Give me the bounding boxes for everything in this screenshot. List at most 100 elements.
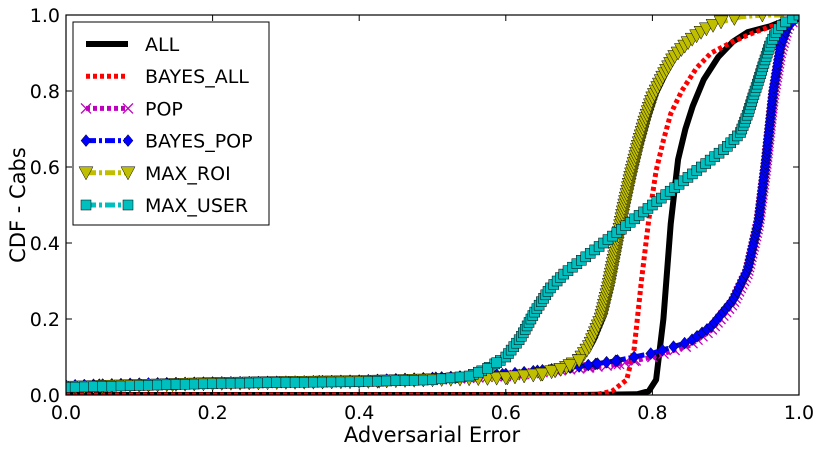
data-point: [454, 371, 466, 383]
x-tick-label: 0.2: [197, 402, 227, 424]
legend-label: BAYES_ALL: [145, 66, 249, 88]
data-point: [179, 379, 191, 390]
data-point: [317, 376, 328, 388]
legend-item: BAYES_ALL: [86, 66, 249, 88]
data-point: [79, 381, 90, 393]
series-max-user: [66, 15, 799, 393]
data-point: [418, 374, 429, 386]
data-point: [326, 376, 337, 388]
data-point: [97, 381, 108, 392]
data-point: [610, 354, 622, 368]
data-point: [535, 367, 550, 382]
data-point: [705, 19, 721, 33]
legend-item: MAX_ROI: [78, 163, 231, 185]
data-point: [427, 374, 438, 386]
x-axis-title: Adversarial Error: [344, 423, 521, 447]
legend-marker: [80, 199, 92, 211]
data-point: [668, 340, 679, 354]
legend: ALL BAYES_ALL POP BAYES_POP MAX_ROI MAX_USER: [72, 21, 270, 226]
series-line: [66, 15, 799, 395]
data-point: [298, 377, 310, 388]
legend-item: POP: [80, 98, 183, 120]
data-point: [463, 370, 475, 382]
data-point: [115, 380, 127, 392]
data-point: [645, 347, 657, 360]
series-layer: [66, 15, 799, 395]
data-point: [106, 380, 118, 392]
plot-frame: [65, 14, 800, 396]
y-tick-label: 0.6: [30, 157, 60, 179]
data-point: [489, 371, 505, 386]
data-point: [308, 376, 319, 388]
data-point: [491, 357, 502, 368]
tick-labels: 0.0 0.2 0.4 0.6 0.8 1.0 0.0 0.2 0.4 0.6 0.8 1.0: [30, 5, 814, 424]
data-point: [344, 376, 356, 388]
data-point: [170, 379, 182, 390]
data-point: [728, 15, 741, 26]
data-point: [793, 15, 799, 21]
data-point: [244, 377, 255, 389]
data-point: [498, 371, 514, 386]
legend-marker: [122, 102, 134, 114]
data-point: [525, 368, 541, 383]
legend-label: MAX_ROI: [145, 163, 231, 185]
data-point: [234, 377, 246, 389]
data-point: [363, 376, 374, 387]
legend-item: MAX_USER: [80, 195, 248, 217]
data-point: [592, 357, 603, 371]
data-point: [445, 372, 457, 384]
data-point: [189, 378, 200, 390]
data-point: [280, 377, 292, 388]
legend-box: [72, 21, 270, 226]
legend-marker: [78, 166, 94, 181]
series-all: [66, 15, 799, 395]
x-tick-label: 0.6: [491, 402, 521, 424]
y-axis-title: CDF - Cabs: [6, 147, 30, 263]
data-point: [207, 378, 218, 389]
legend-item: ALL: [86, 34, 180, 56]
legend-label: POP: [145, 98, 183, 120]
data-point: [544, 365, 560, 380]
y-tick-label: 1.0: [30, 5, 60, 27]
legend-marker: [80, 134, 92, 147]
data-point: [216, 378, 228, 389]
data-point: [198, 378, 209, 390]
data-point: [399, 375, 411, 386]
legend-marker: [120, 166, 136, 181]
data-point: [473, 366, 484, 378]
legend-marker: [80, 102, 92, 114]
data-point: [713, 15, 729, 30]
legend-item: BAYES_POP: [80, 131, 253, 153]
legend-marker: [122, 199, 134, 211]
data-point: [408, 375, 420, 386]
data-point: [271, 377, 282, 388]
x-tick-label: 0.0: [51, 402, 81, 424]
data-point: [657, 343, 668, 357]
data-point: [69, 381, 81, 393]
legend-label: MAX_USER: [145, 195, 248, 217]
data-point: [253, 377, 264, 389]
legend-marker: [122, 134, 134, 147]
y-tick-label: 0.2: [30, 309, 60, 331]
data-point: [335, 376, 347, 388]
x-tick-label: 0.8: [637, 402, 667, 424]
legend-label: BAYES_POP: [145, 131, 253, 153]
data-point: [601, 355, 612, 369]
data-point: [582, 358, 594, 372]
data-point: [143, 380, 154, 391]
data-point: [152, 379, 163, 391]
data-point: [571, 354, 587, 369]
data-point: [134, 380, 145, 391]
y-tick-label: 0.0: [30, 385, 60, 407]
data-point: [381, 375, 392, 387]
series-line: [66, 15, 799, 395]
legend-label: ALL: [145, 34, 180, 56]
data-point: [516, 369, 532, 384]
data-point: [628, 350, 640, 364]
data-point: [482, 363, 493, 374]
data-point: [353, 376, 365, 387]
data-point: [161, 379, 173, 391]
series-bayes-all: [66, 15, 799, 395]
data-point: [507, 370, 523, 385]
